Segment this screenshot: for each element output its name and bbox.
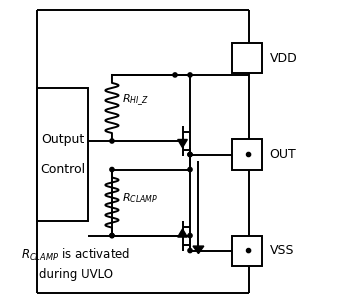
Circle shape	[110, 139, 114, 143]
Circle shape	[173, 73, 177, 77]
Circle shape	[188, 248, 192, 253]
Bar	[232, 235, 262, 266]
Text: during UVLO: during UVLO	[39, 268, 113, 281]
Circle shape	[246, 152, 251, 157]
Bar	[232, 139, 262, 169]
Text: Control: Control	[40, 163, 85, 176]
Circle shape	[188, 152, 192, 157]
Text: $R_{CLAMP}$: $R_{CLAMP}$	[122, 191, 159, 205]
Circle shape	[110, 168, 114, 171]
Circle shape	[188, 152, 192, 157]
Text: Output: Output	[41, 133, 84, 146]
Text: $R_{CLAMP}$ is activated: $R_{CLAMP}$ is activated	[21, 247, 131, 263]
Circle shape	[110, 233, 114, 238]
Text: OUT: OUT	[270, 148, 296, 161]
Circle shape	[110, 233, 114, 238]
Bar	[232, 43, 262, 73]
Circle shape	[188, 73, 192, 77]
Polygon shape	[193, 246, 204, 254]
Polygon shape	[178, 229, 187, 237]
Text: VSS: VSS	[270, 244, 294, 257]
Circle shape	[188, 168, 192, 171]
Text: $R_{HI\_Z}$: $R_{HI\_Z}$	[122, 93, 150, 108]
Text: VDD: VDD	[270, 52, 297, 65]
Bar	[37, 88, 88, 221]
Circle shape	[188, 233, 192, 238]
Polygon shape	[178, 139, 187, 148]
Circle shape	[246, 248, 251, 253]
